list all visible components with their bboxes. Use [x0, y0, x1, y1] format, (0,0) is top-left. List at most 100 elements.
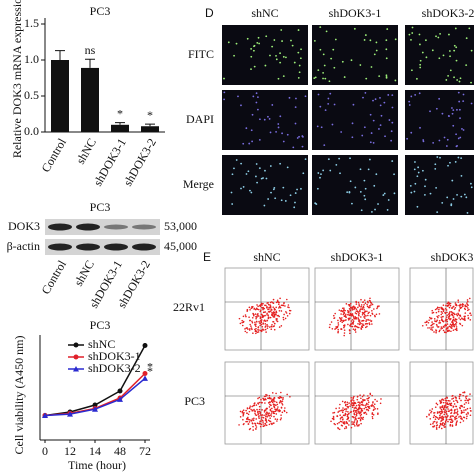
event — [450, 402, 453, 405]
event — [431, 323, 434, 325]
event — [328, 326, 331, 329]
cell — [458, 108, 461, 111]
cell — [250, 55, 253, 58]
event — [468, 297, 471, 300]
event — [242, 409, 245, 412]
y-axis-label: Relative DOK3 mRNA expression — [10, 0, 24, 158]
event — [264, 323, 267, 325]
cell — [422, 140, 425, 143]
event — [348, 307, 351, 310]
event — [441, 327, 444, 330]
event — [451, 420, 454, 422]
event — [338, 421, 340, 424]
event — [270, 308, 273, 311]
cell — [298, 71, 301, 74]
cell — [251, 140, 254, 143]
event — [270, 328, 273, 330]
event — [429, 327, 431, 329]
cell — [417, 166, 420, 169]
event — [429, 423, 432, 426]
event — [260, 319, 263, 321]
blot-title: PC3 — [90, 200, 111, 214]
event — [262, 329, 265, 331]
event — [362, 324, 365, 327]
event — [268, 310, 271, 313]
cell — [359, 168, 362, 171]
event — [433, 420, 436, 423]
event — [362, 301, 364, 304]
row-label: Merge — [183, 177, 214, 191]
event — [269, 306, 272, 309]
event — [254, 313, 257, 315]
event — [445, 417, 448, 419]
cell — [456, 108, 458, 111]
event — [249, 323, 251, 326]
event — [462, 420, 465, 422]
event — [452, 329, 455, 331]
event — [360, 422, 362, 425]
event — [278, 309, 281, 312]
cell — [446, 196, 449, 199]
cell — [282, 75, 285, 78]
cell — [425, 39, 427, 42]
y-tick-label: 1.5 — [24, 16, 39, 30]
event — [347, 309, 349, 312]
event — [279, 418, 282, 421]
event — [281, 402, 283, 405]
event — [248, 329, 251, 331]
event — [250, 408, 252, 411]
event — [277, 406, 279, 408]
event — [451, 325, 453, 328]
event — [363, 412, 366, 415]
event — [265, 413, 268, 416]
cell — [298, 64, 301, 67]
cell — [438, 139, 441, 142]
cell — [417, 171, 420, 174]
event — [448, 306, 451, 309]
event — [437, 310, 440, 313]
event — [282, 318, 285, 321]
event — [453, 308, 456, 310]
event — [249, 427, 252, 430]
event — [350, 403, 352, 405]
event — [347, 323, 349, 326]
event — [436, 307, 438, 310]
event — [342, 409, 345, 412]
event — [427, 327, 429, 329]
event — [355, 312, 358, 315]
cell — [460, 195, 463, 198]
cell — [447, 115, 450, 117]
event — [467, 317, 470, 320]
event — [255, 424, 257, 427]
event — [281, 400, 284, 402]
event — [444, 409, 446, 411]
event — [452, 400, 455, 402]
event — [435, 427, 438, 429]
cell — [286, 166, 289, 169]
event — [351, 421, 353, 423]
event — [464, 315, 466, 318]
event — [261, 316, 264, 319]
event — [458, 309, 461, 311]
event — [461, 418, 463, 421]
event — [349, 405, 351, 407]
event — [454, 323, 457, 325]
event — [448, 317, 450, 320]
event — [275, 401, 278, 404]
event — [364, 406, 367, 408]
cell — [320, 126, 323, 129]
event — [446, 406, 448, 409]
event — [264, 326, 267, 328]
event — [362, 323, 364, 325]
event — [343, 308, 345, 311]
event — [354, 410, 357, 412]
event — [335, 407, 337, 410]
error-bar — [115, 122, 125, 125]
event — [461, 317, 463, 320]
event — [278, 397, 280, 399]
cell — [281, 132, 283, 135]
event — [440, 399, 443, 401]
event — [262, 423, 264, 425]
cell — [338, 157, 341, 160]
cell — [245, 127, 248, 130]
